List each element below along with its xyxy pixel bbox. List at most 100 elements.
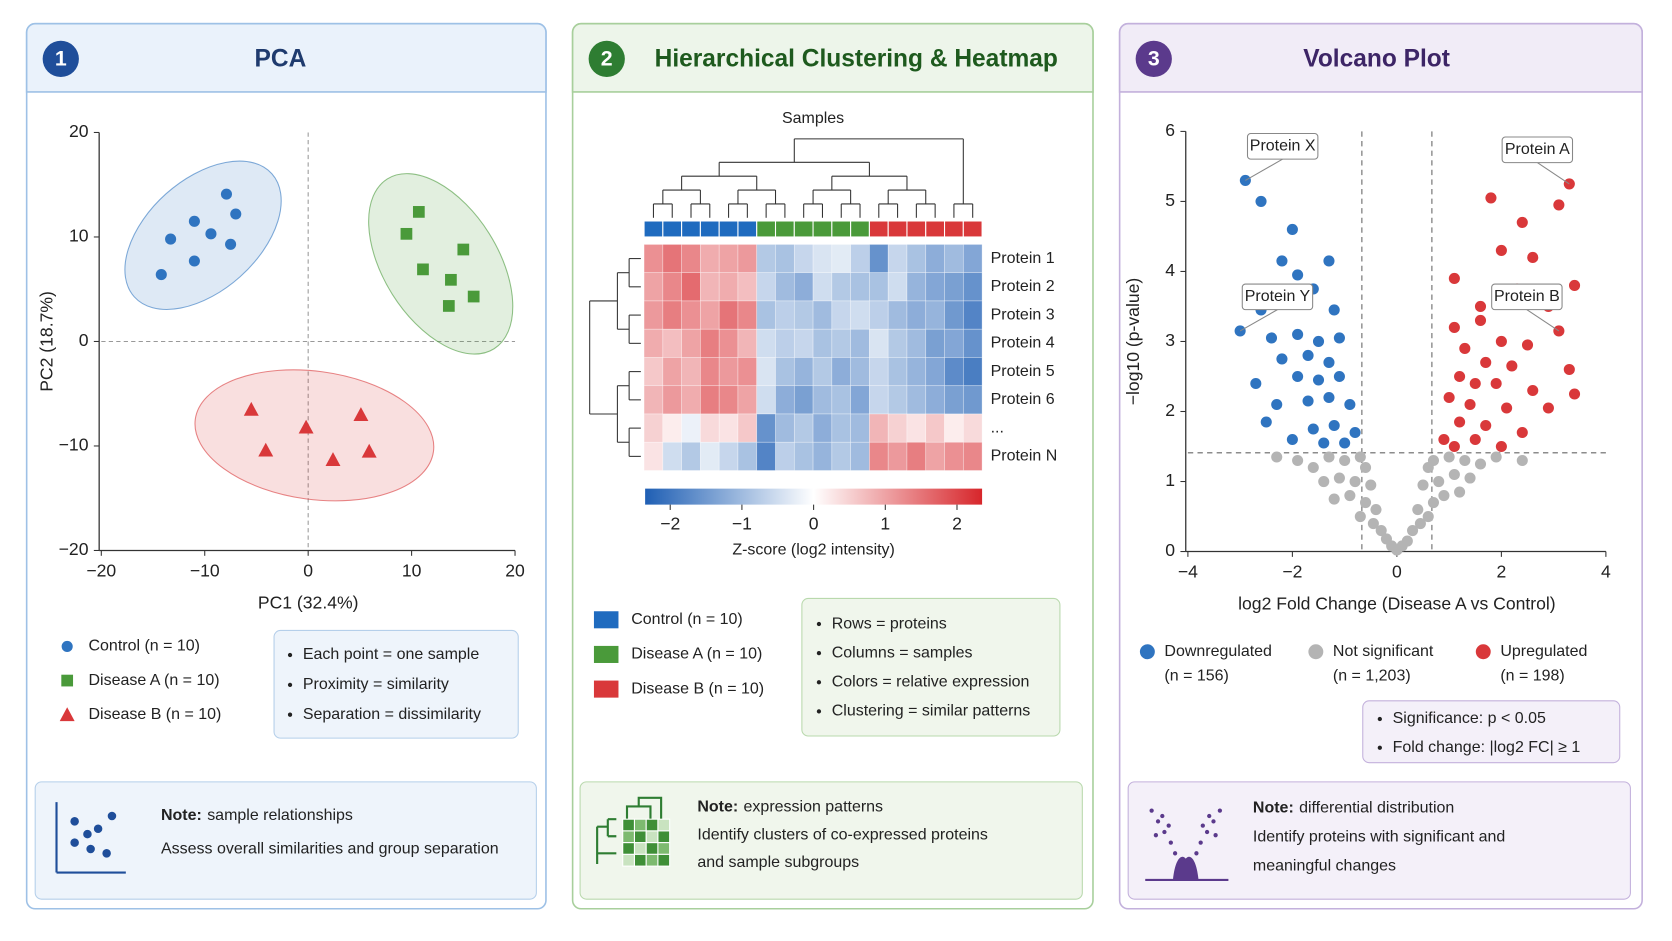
heatmap-cell xyxy=(944,385,964,415)
data-point xyxy=(1495,440,1507,453)
sample-group-bar xyxy=(699,220,720,238)
sample-group-bar xyxy=(662,220,683,238)
heatmap-cell xyxy=(906,413,927,443)
data-point xyxy=(1367,517,1379,530)
bullet xyxy=(816,621,822,627)
y-tick-label: 10 xyxy=(69,226,89,246)
data-point xyxy=(1344,489,1356,502)
heatmap-cell xyxy=(793,413,814,443)
info-text: Each point = one sample xyxy=(303,646,480,663)
data-point xyxy=(1307,461,1319,474)
callout-line xyxy=(1526,309,1560,332)
panel-number: 3 xyxy=(1148,47,1160,71)
heatmap-cell xyxy=(737,328,758,358)
data-point xyxy=(1417,479,1429,491)
note-title: differential distribution xyxy=(1299,800,1454,817)
heatmap-cell xyxy=(737,357,758,387)
heatmap-cell xyxy=(962,441,983,471)
data-point xyxy=(1312,335,1325,348)
data-point xyxy=(400,227,413,240)
callout-line xyxy=(1239,309,1278,332)
heatmap-cell xyxy=(700,328,720,358)
column-axis-label: Samples xyxy=(782,110,844,127)
heatmap-cell xyxy=(831,441,851,471)
data-point xyxy=(1438,489,1450,502)
heatmap-cell xyxy=(718,328,739,358)
x-tick-label: 20 xyxy=(505,560,525,580)
data-point xyxy=(1553,325,1565,337)
heatmap-cell xyxy=(662,300,682,330)
heatmap-cell xyxy=(643,244,664,274)
data-point xyxy=(1292,454,1304,467)
data-point xyxy=(1527,384,1539,397)
y-tick-label: 0 xyxy=(79,330,89,350)
heatmap-cell xyxy=(831,413,851,443)
panel-badge xyxy=(42,40,79,78)
bullet xyxy=(287,712,293,717)
data-point xyxy=(1454,416,1466,428)
heatmap-cell xyxy=(718,385,739,415)
heatmap-cell xyxy=(925,441,945,471)
x-axis-label: PC1 (32.4%) xyxy=(258,592,359,612)
heatmap-cell xyxy=(869,300,889,330)
info-text: Rows = proteins xyxy=(832,615,947,632)
heatmap-cell xyxy=(906,300,927,330)
heatmap-cell xyxy=(887,272,908,302)
y-tick-label: 1 xyxy=(1165,470,1175,490)
note-box xyxy=(34,781,537,900)
data-point xyxy=(1344,398,1356,411)
data-point xyxy=(1354,510,1366,523)
data-point xyxy=(1448,272,1460,284)
data-point xyxy=(1312,374,1325,386)
heatmap-cell xyxy=(962,328,983,358)
heatmap-cell xyxy=(681,328,701,358)
data-point xyxy=(243,401,259,416)
panel-number: 1 xyxy=(55,47,67,71)
data-point xyxy=(1323,391,1335,404)
row-label: Protein 3 xyxy=(991,306,1055,323)
data-point xyxy=(1454,370,1466,383)
data-point xyxy=(1490,451,1502,463)
heatmap-cell xyxy=(906,357,927,387)
info-text: Colors = relative expression xyxy=(832,673,1030,690)
callout-text: Protein X xyxy=(1250,138,1316,155)
data-point xyxy=(165,233,177,245)
y-tick-label: 6 xyxy=(1165,120,1175,140)
data-point xyxy=(188,255,200,267)
data-point xyxy=(155,269,167,281)
legend-label: Disease B (n = 10) xyxy=(89,706,222,723)
panel-header xyxy=(1118,22,1643,93)
heatmap-cell xyxy=(700,244,720,274)
data-point xyxy=(1568,279,1581,292)
note-text: Assess overall similarities and group se… xyxy=(161,840,499,857)
note-text: Identify proteins with significant and xyxy=(1253,829,1505,846)
data-point xyxy=(1359,496,1372,509)
bullet xyxy=(287,652,293,658)
heatmap-cell xyxy=(775,357,795,387)
sample-group-bar xyxy=(943,220,964,238)
heatmap-cell xyxy=(681,244,701,274)
legend-label: Control (n = 10) xyxy=(631,611,743,628)
data-point xyxy=(1490,377,1502,390)
heatmap-cell xyxy=(944,300,964,330)
data-point xyxy=(1469,377,1481,390)
y-tick-label: 20 xyxy=(69,121,89,141)
data-point xyxy=(1375,524,1387,537)
sample-group-bar xyxy=(774,220,795,238)
legend-label: Disease A (n = 10) xyxy=(631,646,762,663)
legend-label: Not significant xyxy=(1333,643,1434,660)
heatmap-cell xyxy=(737,244,758,274)
heatmap-cell xyxy=(831,328,851,358)
callout-line xyxy=(1245,158,1283,181)
data-point xyxy=(417,263,429,276)
heatmap-cell xyxy=(831,272,851,302)
data-point xyxy=(1563,363,1575,376)
heatmap-cell xyxy=(925,300,945,330)
colorbar-tick-label: −2 xyxy=(660,514,680,534)
data-point xyxy=(1370,503,1382,516)
note-box xyxy=(1127,781,1631,900)
colorbar-tick-label: 2 xyxy=(952,514,962,534)
data-point xyxy=(1339,454,1351,467)
